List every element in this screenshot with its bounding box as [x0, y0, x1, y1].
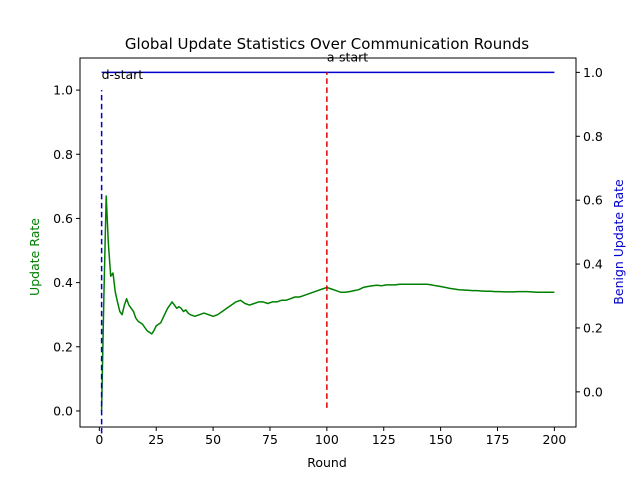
y2-tick-label: 0.0	[583, 384, 603, 399]
y-tick-label: 0.8	[53, 147, 73, 162]
y-tick-label: 0.4	[53, 275, 73, 290]
x-tick-label: 50	[205, 432, 221, 447]
x-tick-label: 150	[429, 432, 453, 447]
y2-tick-label: 0.2	[583, 320, 603, 335]
plot-area: d-start a-start	[100, 49, 555, 434]
y-tick-label: 0.2	[53, 339, 73, 354]
x-tick-label: 200	[542, 432, 566, 447]
y-tick-label: 0.6	[53, 211, 73, 226]
d-start-label: d-start	[102, 67, 144, 82]
x-tick-label: 0	[95, 432, 103, 447]
y-tick-label: 0.0	[53, 403, 73, 418]
chart-title: Global Update Statistics Over Communicat…	[125, 35, 529, 53]
y2-axis-label: Benign Update Rate	[611, 179, 626, 305]
y-axis-label: Update Rate	[27, 218, 42, 296]
x-tick-label: 175	[486, 432, 510, 447]
left-y-axis: 0.0 0.2 0.4 0.6 0.8 1.0	[53, 83, 80, 418]
x-axis-label: Round	[307, 455, 347, 470]
x-tick-label: 125	[372, 432, 396, 447]
x-tick-label: 25	[148, 432, 164, 447]
y2-tick-label: 1.0	[583, 65, 603, 80]
x-tick-label: 75	[262, 432, 278, 447]
x-axis: 0 25 50 75 100 125 150 175 200	[95, 427, 566, 447]
update-rate-line	[100, 195, 555, 412]
y-tick-label: 1.0	[53, 83, 73, 98]
y2-tick-label: 0.6	[583, 193, 603, 208]
y2-tick-label: 0.8	[583, 129, 603, 144]
right-y-axis: 0.0 0.2 0.4 0.6 0.8 1.0	[576, 65, 603, 399]
x-tick-label: 100	[315, 432, 339, 447]
y2-tick-label: 0.4	[583, 257, 603, 272]
a-start-label: a-start	[327, 49, 368, 64]
plot-frame	[79, 57, 577, 428]
